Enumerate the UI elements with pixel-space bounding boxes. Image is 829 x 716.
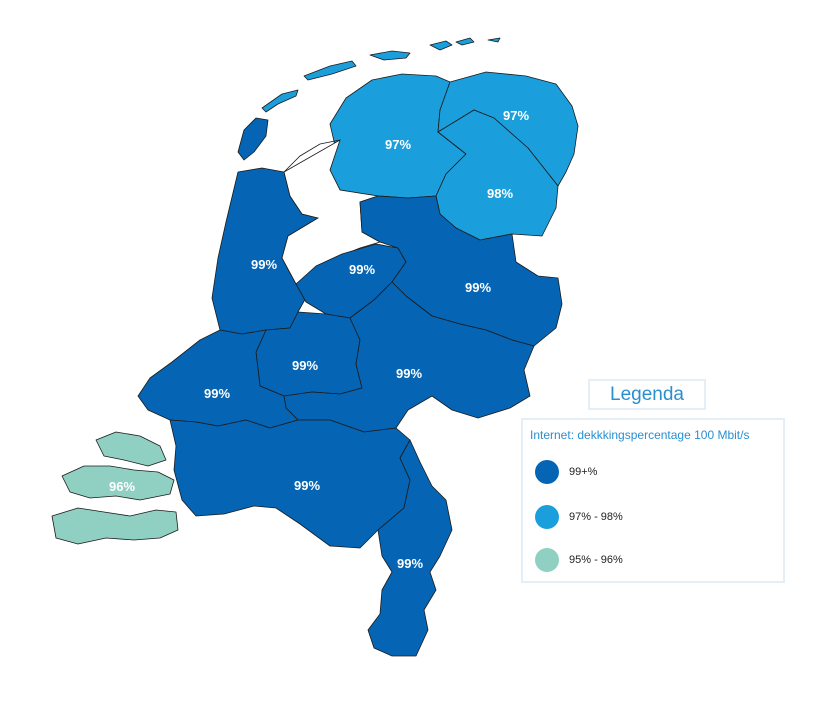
legend-swatch-mid xyxy=(535,505,559,529)
legend-swatch-high xyxy=(535,460,559,484)
province-labels: 97% 97% 98% 99% 99% 99% 99% 99% 99% 99% … xyxy=(109,108,529,571)
province-noord-brabant xyxy=(169,419,411,549)
label-drenthe: 98% xyxy=(487,186,513,201)
label-zeeland: 96% xyxy=(109,479,135,494)
label-groningen: 97% xyxy=(503,108,529,123)
label-gelderland: 99% xyxy=(396,366,422,381)
label-zuid-holland: 99% xyxy=(204,386,230,401)
label-flevoland: 99% xyxy=(349,262,375,277)
label-overijssel: 99% xyxy=(465,280,491,295)
legend-item-high: 99+% xyxy=(535,460,597,484)
province-zeeland xyxy=(51,431,179,545)
label-friesland: 97% xyxy=(385,137,411,152)
province-limburg xyxy=(367,439,453,657)
legend-label-high: 99+% xyxy=(569,466,598,478)
label-limburg: 99% xyxy=(397,556,423,571)
legend: Internet: dekkkingspercentage 100 Mbit/s… xyxy=(521,418,785,583)
label-noord-holland: 99% xyxy=(251,257,277,272)
province-gelderland xyxy=(283,281,535,433)
legend-label-mid: 97% - 98% xyxy=(569,511,623,523)
legend-subtitle: Internet: dekkkingspercentage 100 Mbit/s xyxy=(530,428,750,442)
label-utrecht: 99% xyxy=(292,358,318,373)
legend-title: Legenda xyxy=(610,383,684,405)
wadden-islands xyxy=(237,37,501,161)
waddenzee-coast xyxy=(283,139,341,173)
legend-title-box: Legenda xyxy=(588,379,706,410)
label-noord-brabant: 99% xyxy=(294,478,320,493)
legend-swatch-low xyxy=(535,548,559,572)
legend-item-low: 95% - 96% xyxy=(535,548,623,572)
legend-item-mid: 97% - 98% xyxy=(535,505,623,529)
legend-label-low: 95% - 96% xyxy=(569,554,623,566)
